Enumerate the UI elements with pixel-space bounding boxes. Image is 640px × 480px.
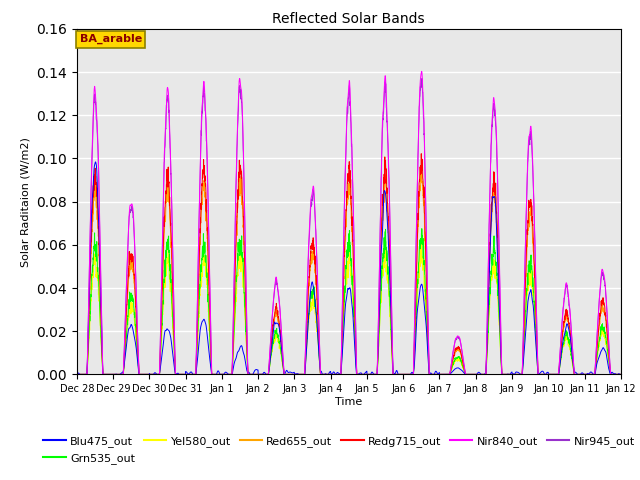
Line: Yel580_out: Yel580_out xyxy=(77,240,621,374)
Nir945_out xyxy=(617,372,625,377)
Grn535_out xyxy=(418,226,426,231)
Red655_out xyxy=(417,166,425,172)
Redg715_out xyxy=(607,369,614,374)
Grn535_out xyxy=(617,372,625,377)
Redg715_out xyxy=(135,367,143,372)
Blu475_out xyxy=(135,371,143,377)
Red655_out xyxy=(617,372,625,377)
Nir945_out xyxy=(305,238,313,243)
Grn535_out xyxy=(282,372,289,377)
Yel580_out xyxy=(73,372,81,377)
Nir945_out xyxy=(282,372,289,377)
Red655_out xyxy=(305,283,313,288)
Yel580_out xyxy=(282,372,289,377)
Yel580_out xyxy=(305,315,313,321)
Yel580_out xyxy=(607,370,614,375)
Red655_out xyxy=(167,244,175,250)
Line: Redg715_out: Redg715_out xyxy=(77,154,621,374)
Yel580_out xyxy=(418,237,426,243)
X-axis label: Time: Time xyxy=(335,397,362,407)
Redg715_out xyxy=(305,274,313,279)
Redg715_out xyxy=(617,372,625,377)
Nir840_out xyxy=(305,234,313,240)
Grn535_out xyxy=(73,372,81,377)
Blu475_out xyxy=(617,372,625,377)
Y-axis label: Solar Raditaion (W/m2): Solar Raditaion (W/m2) xyxy=(20,137,31,266)
Grn535_out xyxy=(607,370,614,375)
Grn535_out xyxy=(548,372,556,377)
Line: Nir945_out: Nir945_out xyxy=(77,78,621,374)
Legend: Blu475_out, Grn535_out, Yel580_out, Red655_out, Redg715_out, Nir840_out, Nir945_: Blu475_out, Grn535_out, Yel580_out, Red6… xyxy=(39,432,639,468)
Text: BA_arable: BA_arable xyxy=(79,34,142,44)
Red655_out xyxy=(73,372,81,377)
Line: Red655_out: Red655_out xyxy=(77,169,621,374)
Line: Grn535_out: Grn535_out xyxy=(77,228,621,374)
Blu475_out xyxy=(73,372,81,377)
Title: Reflected Solar Bands: Reflected Solar Bands xyxy=(273,12,425,26)
Yel580_out xyxy=(135,369,143,374)
Redg715_out xyxy=(282,372,289,377)
Yel580_out xyxy=(617,372,625,377)
Blu475_out xyxy=(92,159,99,165)
Nir945_out xyxy=(607,367,614,373)
Blu475_out xyxy=(607,371,614,377)
Blu475_out xyxy=(305,305,313,311)
Redg715_out xyxy=(167,231,175,237)
Nir840_out xyxy=(282,372,289,377)
Red655_out xyxy=(135,367,143,372)
Nir840_out xyxy=(167,174,175,180)
Red655_out xyxy=(282,372,289,377)
Line: Nir840_out: Nir840_out xyxy=(77,72,621,374)
Blu475_out xyxy=(548,372,556,377)
Yel580_out xyxy=(548,372,556,377)
Nir840_out xyxy=(607,367,614,373)
Yel580_out xyxy=(167,291,175,297)
Nir945_out xyxy=(167,177,175,182)
Nir945_out xyxy=(548,372,556,377)
Nir840_out xyxy=(418,69,426,74)
Nir840_out xyxy=(617,372,625,377)
Blu475_out xyxy=(168,339,175,345)
Redg715_out xyxy=(417,151,425,156)
Nir945_out xyxy=(418,75,426,81)
Line: Blu475_out: Blu475_out xyxy=(77,162,621,374)
Nir945_out xyxy=(135,365,143,371)
Grn535_out xyxy=(167,277,175,283)
Blu475_out xyxy=(282,369,289,375)
Redg715_out xyxy=(73,372,81,377)
Nir840_out xyxy=(548,372,556,377)
Redg715_out xyxy=(548,372,556,377)
Grn535_out xyxy=(305,312,313,317)
Grn535_out xyxy=(135,369,143,374)
Red655_out xyxy=(548,372,556,377)
Nir840_out xyxy=(73,372,81,377)
Red655_out xyxy=(607,369,614,374)
Nir840_out xyxy=(135,365,143,371)
Nir945_out xyxy=(73,372,81,377)
